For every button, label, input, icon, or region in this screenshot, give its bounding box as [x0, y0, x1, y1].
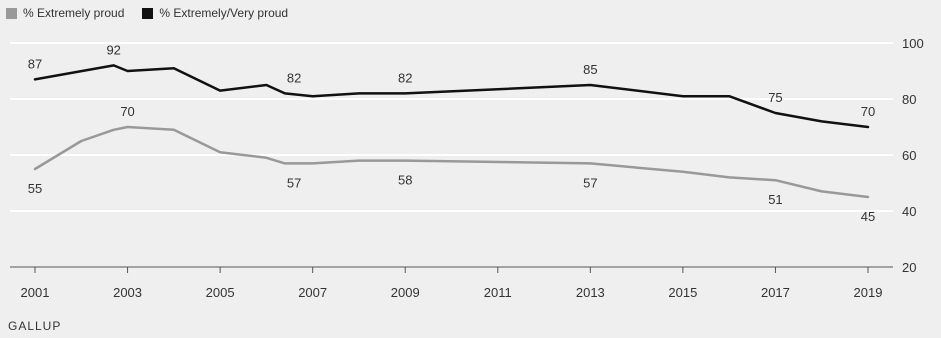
legend-item-extremely-proud: % Extremely proud — [6, 6, 124, 20]
legend-swatch-extremely-proud — [6, 7, 17, 19]
legend-item-extremely-very-proud: % Extremely/Very proud — [142, 6, 288, 20]
data-label-extremely-proud-2003: 70 — [120, 104, 134, 119]
data-label-extremely-very-proud-2001: 87 — [28, 56, 42, 71]
x-tick-label-2017: 2017 — [761, 285, 790, 300]
series-line-extremely-very-proud — [33, 64, 870, 129]
source-label: GALLUP — [8, 319, 62, 333]
x-tick-label-2019: 2019 — [854, 285, 883, 300]
y-tick-label-80: 80 — [902, 92, 916, 107]
legend-label-extremely-proud: % Extremely proud — [23, 6, 125, 20]
data-label-extremely-very-proud-2017: 75 — [768, 90, 782, 105]
data-label-extremely-very-proud-2002.7: 92 — [106, 42, 120, 57]
data-label-extremely-proud-2001: 55 — [28, 181, 42, 196]
data-label-extremely-proud-2017: 51 — [768, 192, 782, 207]
series-line-extremely-proud — [33, 125, 870, 199]
data-label-extremely-proud-2009: 58 — [398, 173, 412, 188]
y-tick-label-40: 40 — [902, 204, 916, 219]
data-label-extremely-proud-2013: 57 — [583, 175, 597, 190]
data-label-extremely-very-proud-2006.6: 82 — [287, 70, 301, 85]
x-tick-label-2011: 2011 — [484, 285, 512, 300]
legend-swatch-extremely-very-proud — [142, 7, 154, 19]
y-tick-label-20: 20 — [902, 260, 916, 275]
x-tick-label-2005: 2005 — [206, 285, 235, 300]
x-tick-label-2003: 2003 — [113, 285, 142, 300]
y-tick-label-100: 100 — [902, 36, 924, 51]
data-label-extremely-proud-2006.6: 57 — [287, 175, 301, 190]
chart-legend: % Extremely proud % Extremely/Very proud — [6, 6, 306, 20]
x-tick-label-2001: 2001 — [21, 285, 50, 300]
y-tick-label-60: 60 — [902, 148, 916, 163]
data-label-extremely-very-proud-2009: 82 — [398, 70, 412, 85]
data-label-extremely-proud-2019: 45 — [861, 209, 875, 224]
x-tick-label-2013: 2013 — [576, 285, 605, 300]
x-tick-label-2007: 2007 — [298, 285, 327, 300]
x-tick-label-2015: 2015 — [668, 285, 697, 300]
data-label-extremely-very-proud-2019: 70 — [861, 104, 875, 119]
x-tick-label-2009: 2009 — [391, 285, 420, 300]
legend-label-extremely-very-proud: % Extremely/Very proud — [159, 6, 289, 20]
data-label-extremely-very-proud-2013: 85 — [583, 62, 597, 77]
